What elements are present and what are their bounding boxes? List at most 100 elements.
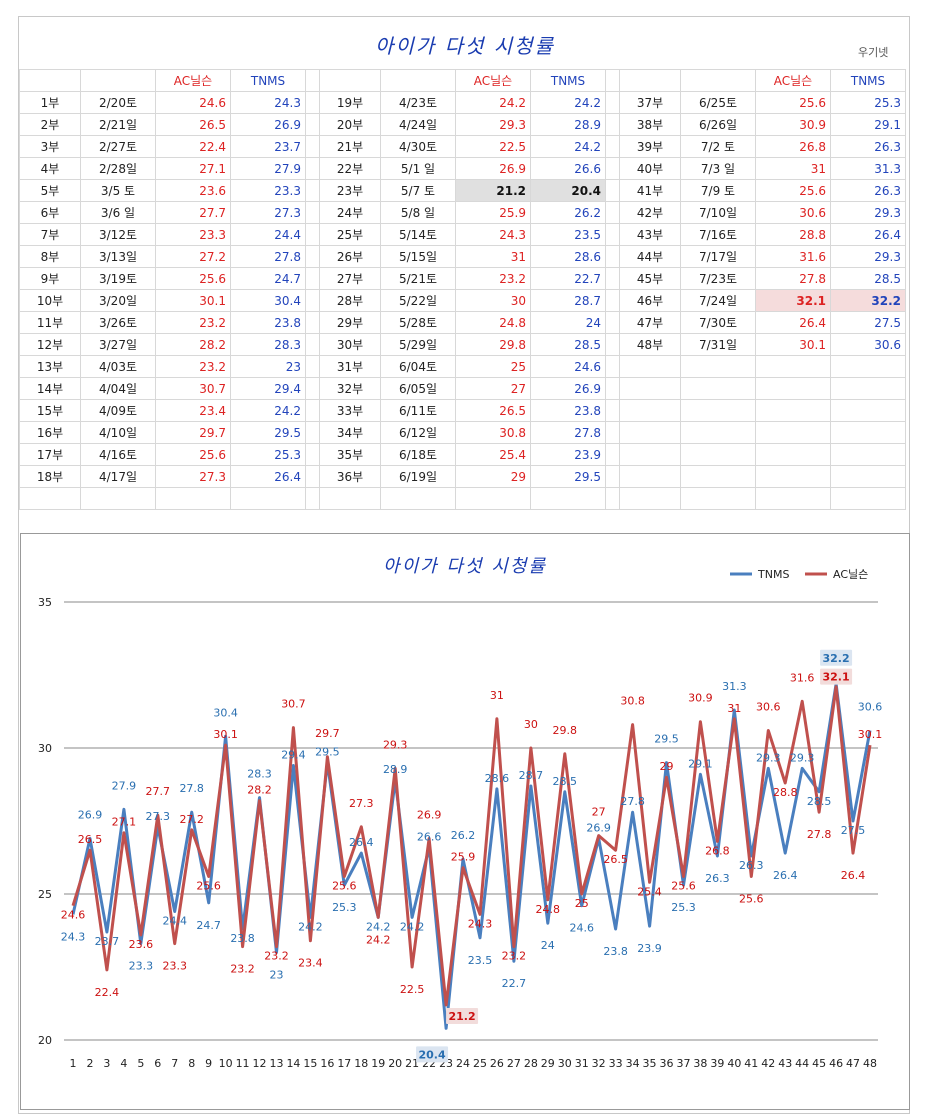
x-tick-label: 45: [812, 1057, 826, 1070]
data-label: 26.9: [417, 809, 442, 822]
ac-rating-cell: 27.7: [155, 201, 231, 224]
episode-cell: 47부: [619, 311, 681, 334]
episode-cell: 13부: [19, 355, 81, 378]
header-tnms: TNMS: [530, 69, 606, 92]
data-label: 24.2: [366, 933, 391, 946]
episode-cell: 2부: [19, 113, 81, 136]
data-label: 25.6: [671, 879, 696, 892]
x-tick-label: 4: [120, 1057, 127, 1070]
date-cell: 3/13일: [80, 245, 156, 268]
ac-rating-cell: 30.1: [155, 289, 231, 312]
x-tick-label: 6: [154, 1057, 161, 1070]
date-cell: 4/16토: [80, 443, 156, 466]
ac-rating-cell: 23.2: [155, 355, 231, 378]
data-label: 30.8: [620, 695, 645, 708]
data-label: 28.5: [553, 775, 578, 788]
data-label: 24.2: [400, 920, 425, 933]
table-row: 13부 4/03토 23.2 23 31부 6/04토 25 24.6: [19, 355, 906, 378]
date-cell: 4/03토: [80, 355, 156, 378]
data-label: 29: [660, 760, 674, 773]
x-tick-label: 25: [473, 1057, 487, 1070]
data-label: 24.7: [196, 919, 221, 932]
date-cell: 7/10일: [680, 201, 756, 224]
x-tick-label: 40: [727, 1057, 741, 1070]
data-label: 29.5: [315, 746, 340, 759]
date-cell: 6/18토: [380, 443, 456, 466]
highlight-box: [416, 1046, 449, 1063]
table-row: 2부 2/21일 26.5 26.9 20부 4/24일 29.3 28.9 38부 6/26일 3…: [19, 113, 906, 136]
x-tick-label: 1: [70, 1057, 77, 1070]
x-tick-label: 21: [405, 1057, 419, 1070]
data-label: 23.4: [298, 957, 323, 970]
data-label: 26.4: [349, 836, 374, 849]
x-tick-label: 42: [761, 1057, 775, 1070]
data-label: 27.9: [112, 779, 137, 792]
ac-rating-cell: 23.6: [155, 179, 231, 202]
x-tick-label: 12: [253, 1057, 267, 1070]
data-label: 25: [575, 897, 589, 910]
tnms-rating-cell: 26.9: [530, 377, 606, 400]
x-tick-label: 26: [490, 1057, 504, 1070]
ac-rating-cell: 23.3: [155, 223, 231, 246]
episode-cell: 38부: [619, 113, 681, 136]
x-tick-label: 44: [795, 1057, 809, 1070]
data-label: 29.5: [654, 733, 679, 746]
tnms-rating-cell: 29.1: [830, 113, 906, 136]
date-cell: 6/11토: [380, 399, 456, 422]
highlight-box: [820, 668, 853, 685]
ac-rating-cell: 26.5: [455, 399, 531, 422]
table-row: 6부 3/6 일 27.7 27.3 24부 5/8 일 25.9 26.2 42부 7/10일 3…: [19, 201, 906, 224]
data-label: 25.6: [739, 892, 764, 905]
data-label: 32.2: [823, 652, 850, 665]
legend-label-tnms: TNMS: [757, 568, 789, 581]
data-label: 23.8: [603, 945, 628, 958]
date-cell: 7/16토: [680, 223, 756, 246]
data-label: 30.6: [756, 700, 781, 713]
data-label: 26.3: [705, 872, 730, 885]
x-tick-label: 9: [205, 1057, 212, 1070]
data-label: 23.3: [129, 960, 154, 973]
date-cell: 6/04토: [380, 355, 456, 378]
table-row: 17부 4/16토 25.6 25.3 35부 6/18토 25.4 23.9: [19, 443, 906, 466]
data-label: 30.4: [213, 706, 238, 719]
data-label: 30.1: [213, 728, 238, 741]
x-tick-label: 20: [388, 1057, 402, 1070]
data-label: 24.2: [298, 920, 323, 933]
x-tick-label: 5: [137, 1057, 144, 1070]
tnms-rating-cell: 30.6: [830, 333, 906, 356]
tnms-rating-cell: 24.6: [530, 355, 606, 378]
x-tick-label: 14: [286, 1057, 300, 1070]
table-header-row: AC닐슨 TNMS AC닐슨 TNMS AC닐슨 TNMS: [19, 69, 906, 92]
data-label: 26.4: [841, 869, 866, 882]
x-tick-label: 41: [744, 1057, 758, 1070]
data-label: 23.3: [162, 960, 187, 973]
x-tick-label: 8: [188, 1057, 195, 1070]
x-tick-label: 2: [86, 1057, 93, 1070]
data-label: 29.4: [281, 749, 306, 762]
date-cell: 4/10일: [80, 421, 156, 444]
table-row: 1부 2/20토 24.6 24.3 19부 4/23토 24.2 24.2 37부 6/25토 2…: [19, 91, 906, 114]
data-label: 22.7: [502, 977, 527, 990]
data-label: 25.3: [671, 901, 696, 914]
date-cell: 7/3 일: [680, 157, 756, 180]
episode-cell: 41부: [619, 179, 681, 202]
x-tick-label: 13: [269, 1057, 283, 1070]
x-tick-label: 19: [371, 1057, 385, 1070]
data-label: 23.6: [129, 938, 154, 951]
date-cell: 3/6 일: [80, 201, 156, 224]
date-cell: 5/28토: [380, 311, 456, 334]
empty-cell: [830, 487, 906, 510]
date-cell: 6/12일: [380, 421, 456, 444]
episode-cell: 22부: [319, 157, 381, 180]
data-label: 23: [269, 968, 283, 981]
date-cell: 5/22일: [380, 289, 456, 312]
tnms-rating-cell: 32.2: [830, 289, 906, 312]
data-label: 22.5: [400, 983, 425, 996]
data-label: 27.8: [620, 795, 645, 808]
x-tick-label: 7: [171, 1057, 178, 1070]
data-label: 28.5: [807, 795, 832, 808]
data-label: 31.3: [722, 680, 747, 693]
x-tick-label: 39: [710, 1057, 724, 1070]
tnms-rating-cell: 24.2: [530, 135, 606, 158]
